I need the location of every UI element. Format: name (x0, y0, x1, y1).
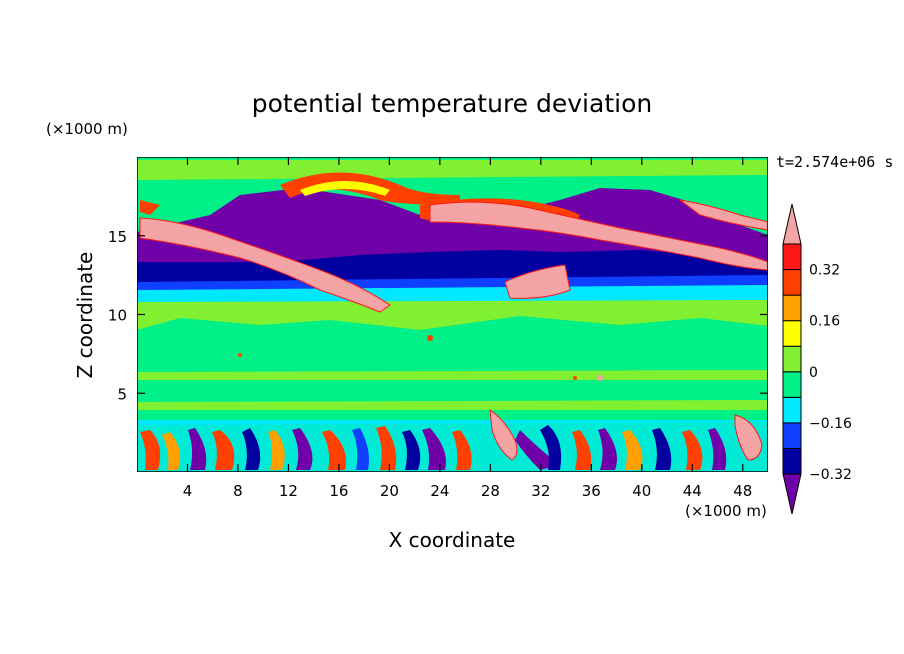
x-tick-label: 32 (531, 482, 550, 500)
colorbar: 0.32 0.16 0 −0.16 −0.32 (782, 203, 852, 515)
colorbar-swatch (782, 447, 802, 475)
y-unit-label: (×1000 m) (46, 120, 128, 138)
colorbar-max-triangle (782, 203, 802, 245)
x-tick-label: 24 (430, 482, 449, 500)
x-unit-label: (×1000 m) (685, 502, 767, 520)
x-tick-label: 12 (279, 482, 298, 500)
colorbar-label: 0 (809, 365, 818, 381)
colorbar-label: 0.16 (809, 314, 840, 330)
colorbar-swatch (782, 345, 802, 373)
y-axis-label: Z coordinate (73, 252, 97, 379)
colorbar-swatch (782, 243, 802, 271)
colorbar-label: 0.32 (809, 263, 840, 279)
x-tick-label: 8 (233, 482, 243, 500)
x-tick-label: 40 (632, 482, 651, 500)
x-tick-label: 28 (481, 482, 500, 500)
colorbar-label: −0.32 (809, 467, 852, 483)
colorbar-swatch (782, 371, 802, 398)
y-tick-label: 15 (108, 228, 127, 246)
contour-field (137, 157, 768, 472)
colorbar-swatch (782, 269, 802, 296)
time-label: t=2.574e+06 s (776, 153, 893, 171)
x-tick-label: 4 (183, 482, 193, 500)
colorbar-label: −0.16 (809, 416, 852, 432)
colorbar-min-triangle (782, 473, 802, 515)
colorbar-swatch (782, 320, 802, 347)
x-axis: 4 8 12 16 20 24 28 32 36 40 44 48 (183, 157, 752, 500)
y-tick-label: 5 (117, 385, 127, 403)
x-tick-label: 16 (329, 482, 348, 500)
x-axis-label: X coordinate (389, 528, 516, 552)
x-tick-label: 48 (733, 482, 752, 500)
colorbar-swatch (782, 396, 802, 424)
chart-title: potential temperature deviation (252, 89, 652, 118)
y-axis: 5 10 15 (108, 228, 768, 403)
x-tick-label: 20 (380, 482, 399, 500)
y-tick-label: 10 (108, 307, 127, 325)
x-tick-label: 36 (582, 482, 601, 500)
x-tick-label: 44 (683, 482, 702, 500)
colorbar-swatch (782, 294, 802, 322)
colorbar-swatch (782, 422, 802, 449)
